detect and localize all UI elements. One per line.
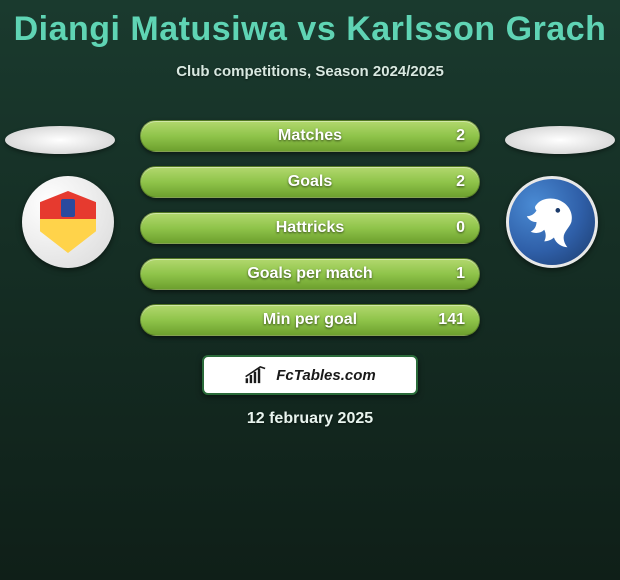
stat-label: Goals per match xyxy=(247,265,372,283)
stat-value: 2 xyxy=(456,127,465,145)
stats-panel: Matches 2 Goals 2 Hattricks 0 Goals per … xyxy=(140,120,480,350)
stat-label: Matches xyxy=(278,127,342,145)
stat-label: Goals xyxy=(288,173,332,191)
player1-name: Diangi Matusiwa xyxy=(14,10,288,48)
player2-name: Karlsson Grach xyxy=(346,10,606,48)
stat-row-goals-per-match: Goals per match 1 xyxy=(140,258,480,290)
date-label: 12 february 2025 xyxy=(0,410,620,428)
dragon-icon xyxy=(521,191,583,253)
stat-value: 141 xyxy=(438,311,465,329)
stat-value: 1 xyxy=(456,265,465,283)
subtitle: Club competitions, Season 2024/2025 xyxy=(0,63,620,80)
stat-row-min-per-goal: Min per goal 141 xyxy=(140,304,480,336)
page-title: Diangi Matusiwa vs Karlsson Grach xyxy=(0,0,620,49)
brand-text: FcTables.com xyxy=(276,367,375,384)
bar-chart-icon xyxy=(244,364,270,386)
stat-label: Min per goal xyxy=(263,311,357,329)
stat-row-matches: Matches 2 xyxy=(140,120,480,152)
telstar-shield-icon xyxy=(40,191,96,253)
brand-badge: FcTables.com xyxy=(202,355,418,395)
club-crest-left xyxy=(22,176,114,268)
stat-value: 0 xyxy=(456,219,465,237)
stat-label: Hattricks xyxy=(276,219,344,237)
player2-photo-placeholder xyxy=(505,126,615,154)
vs-text: vs xyxy=(297,10,336,48)
player1-photo-placeholder xyxy=(5,126,115,154)
club-crest-right xyxy=(506,176,598,268)
stat-row-hattricks: Hattricks 0 xyxy=(140,212,480,244)
stat-row-goals: Goals 2 xyxy=(140,166,480,198)
stat-value: 2 xyxy=(456,173,465,191)
